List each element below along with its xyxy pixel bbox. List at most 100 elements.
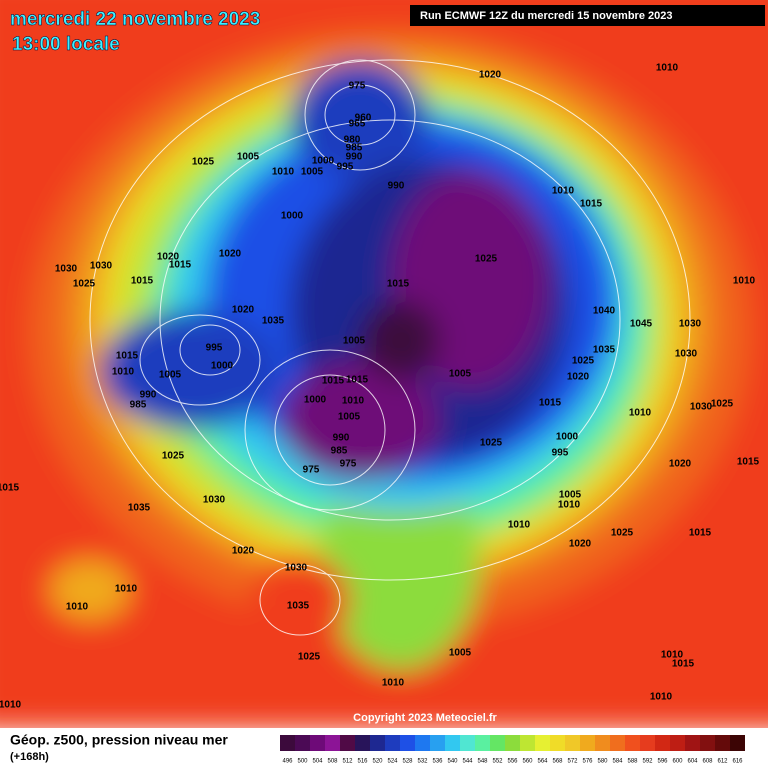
isobar-label: 1010: [115, 584, 138, 595]
colorbar-swatch: [415, 735, 430, 751]
isobar-label: 1015: [131, 276, 154, 287]
isobar-label: 1020: [232, 305, 255, 316]
isobar-label: 1015: [672, 659, 695, 670]
isobar-label: 1000: [304, 395, 327, 406]
isobar-labels: 9759609659809859909951000100510051010102…: [0, 63, 760, 711]
isobars: [89, 59, 691, 636]
isobar-label: 1020: [569, 539, 592, 550]
isobar-label: 1020: [219, 249, 242, 260]
colorbar-swatch: [295, 735, 310, 751]
colorbar-label: 584: [612, 759, 623, 765]
isobar-label: 985: [331, 446, 348, 457]
isobar-label: 1000: [211, 361, 234, 372]
isobar-label: 1040: [593, 306, 616, 317]
isobar-label: 975: [349, 81, 366, 92]
colorbar-label: 516: [357, 759, 368, 765]
isobar-label: 1035: [287, 601, 310, 612]
colorbar-swatch: [535, 735, 550, 751]
isobar-label: 1005: [159, 370, 182, 381]
isobar-label: 1020: [479, 70, 502, 81]
colorbar-swatch: [325, 735, 340, 751]
colorbar-label: 540: [447, 759, 458, 765]
isobar-label: 1015: [737, 457, 760, 468]
isobar-label: 1005: [449, 648, 472, 659]
isobar-label: 990: [140, 390, 157, 401]
colorbar-swatch: [625, 735, 640, 751]
colorbar-swatch: [595, 735, 610, 751]
isobar-label: 1005: [237, 152, 260, 163]
colorbar-label: 512: [342, 759, 353, 765]
isobar-label: 1010: [661, 650, 684, 661]
colorbar-swatch: [640, 735, 655, 751]
isobar-label: 1005: [338, 412, 361, 423]
isobar-label: 1010: [656, 63, 679, 74]
isobar-label: 1015: [0, 483, 20, 494]
isobar-label: 1005: [343, 336, 366, 347]
isobar-label: 1010: [382, 678, 405, 689]
colorbar-swatch: [520, 735, 535, 751]
isobar-label: 1000: [281, 211, 304, 222]
colorbar-label: 556: [507, 759, 518, 765]
isobar-label: 1005: [449, 369, 472, 380]
colorbar-label: 560: [522, 759, 533, 765]
isobar-label: 1015: [116, 351, 139, 362]
isobar-label: 1010: [629, 408, 652, 419]
isobar-label: 1030: [679, 319, 702, 330]
colorbar-swatch: [445, 735, 460, 751]
colorbar-label: 588: [627, 759, 638, 765]
colorbar-label: 572: [567, 759, 578, 765]
colorbar-swatch: [370, 735, 385, 751]
colorbar-swatch: [730, 735, 745, 751]
colorbar-swatch: [310, 735, 325, 751]
colorbar-label: 520: [372, 759, 383, 765]
isobar-label: 1010: [112, 367, 135, 378]
colorbar-swatch: [670, 735, 685, 751]
isobar-label: 1045: [630, 319, 653, 330]
isobar-label: 1010: [650, 692, 673, 703]
isobar-label: 1010: [0, 700, 22, 711]
isobar-label: 975: [340, 459, 357, 470]
colorbar-label: 604: [687, 759, 698, 765]
isobar-label: 1030: [203, 495, 226, 506]
isobar-label: 990: [346, 152, 363, 163]
colorbar-swatch: [475, 735, 490, 751]
colorbar-label: 528: [402, 759, 413, 765]
isobar-label: 1025: [475, 254, 498, 265]
isobar-label: 990: [333, 433, 350, 444]
isobar-label: 1010: [508, 520, 531, 531]
isobar-label: 1005: [301, 167, 324, 178]
colorbar-swatch: [655, 735, 670, 751]
copyright: Copyright 2023 Meteociel.fr: [353, 712, 497, 724]
colorbar-label: 596: [657, 759, 668, 765]
isobar-label: 1010: [66, 602, 89, 613]
colorbar-label: 612: [717, 759, 728, 765]
isobar-label: 1010: [558, 500, 581, 511]
isobar-label: 1000: [556, 432, 579, 443]
colorbar-label: 568: [552, 759, 563, 765]
isobar-label: 1025: [162, 451, 185, 462]
colorbar-label: 496: [282, 759, 293, 765]
isobar-label: 1020: [157, 252, 180, 263]
isobar-label: 1020: [669, 459, 692, 470]
isobar-label: 960: [355, 113, 372, 124]
isobar-label: 1010: [733, 276, 756, 287]
isobar-label: 1020: [567, 372, 590, 383]
colorbar-label: 532: [417, 759, 428, 765]
isobar-label: 1000: [312, 156, 335, 167]
isobar-label: 1025: [711, 399, 734, 410]
isobar-label: 1015: [689, 528, 712, 539]
isobar-label: 985: [346, 143, 363, 154]
colorbar-label: 536: [432, 759, 443, 765]
colorbar-label: 504: [312, 759, 323, 765]
colorbar-label: 600: [672, 759, 683, 765]
isobar-label: 1030: [675, 349, 698, 360]
colorbar-label: 592: [642, 759, 653, 765]
field-name: Géop. z500, pression niveau mer: [10, 732, 228, 748]
colorbar-swatch: [460, 735, 475, 751]
colorbar-label: 544: [462, 759, 473, 765]
colorbar-swatch: [550, 735, 565, 751]
run-box: [410, 5, 765, 26]
isobar-label: 1010: [272, 167, 295, 178]
colorbar-swatch: [430, 735, 445, 751]
